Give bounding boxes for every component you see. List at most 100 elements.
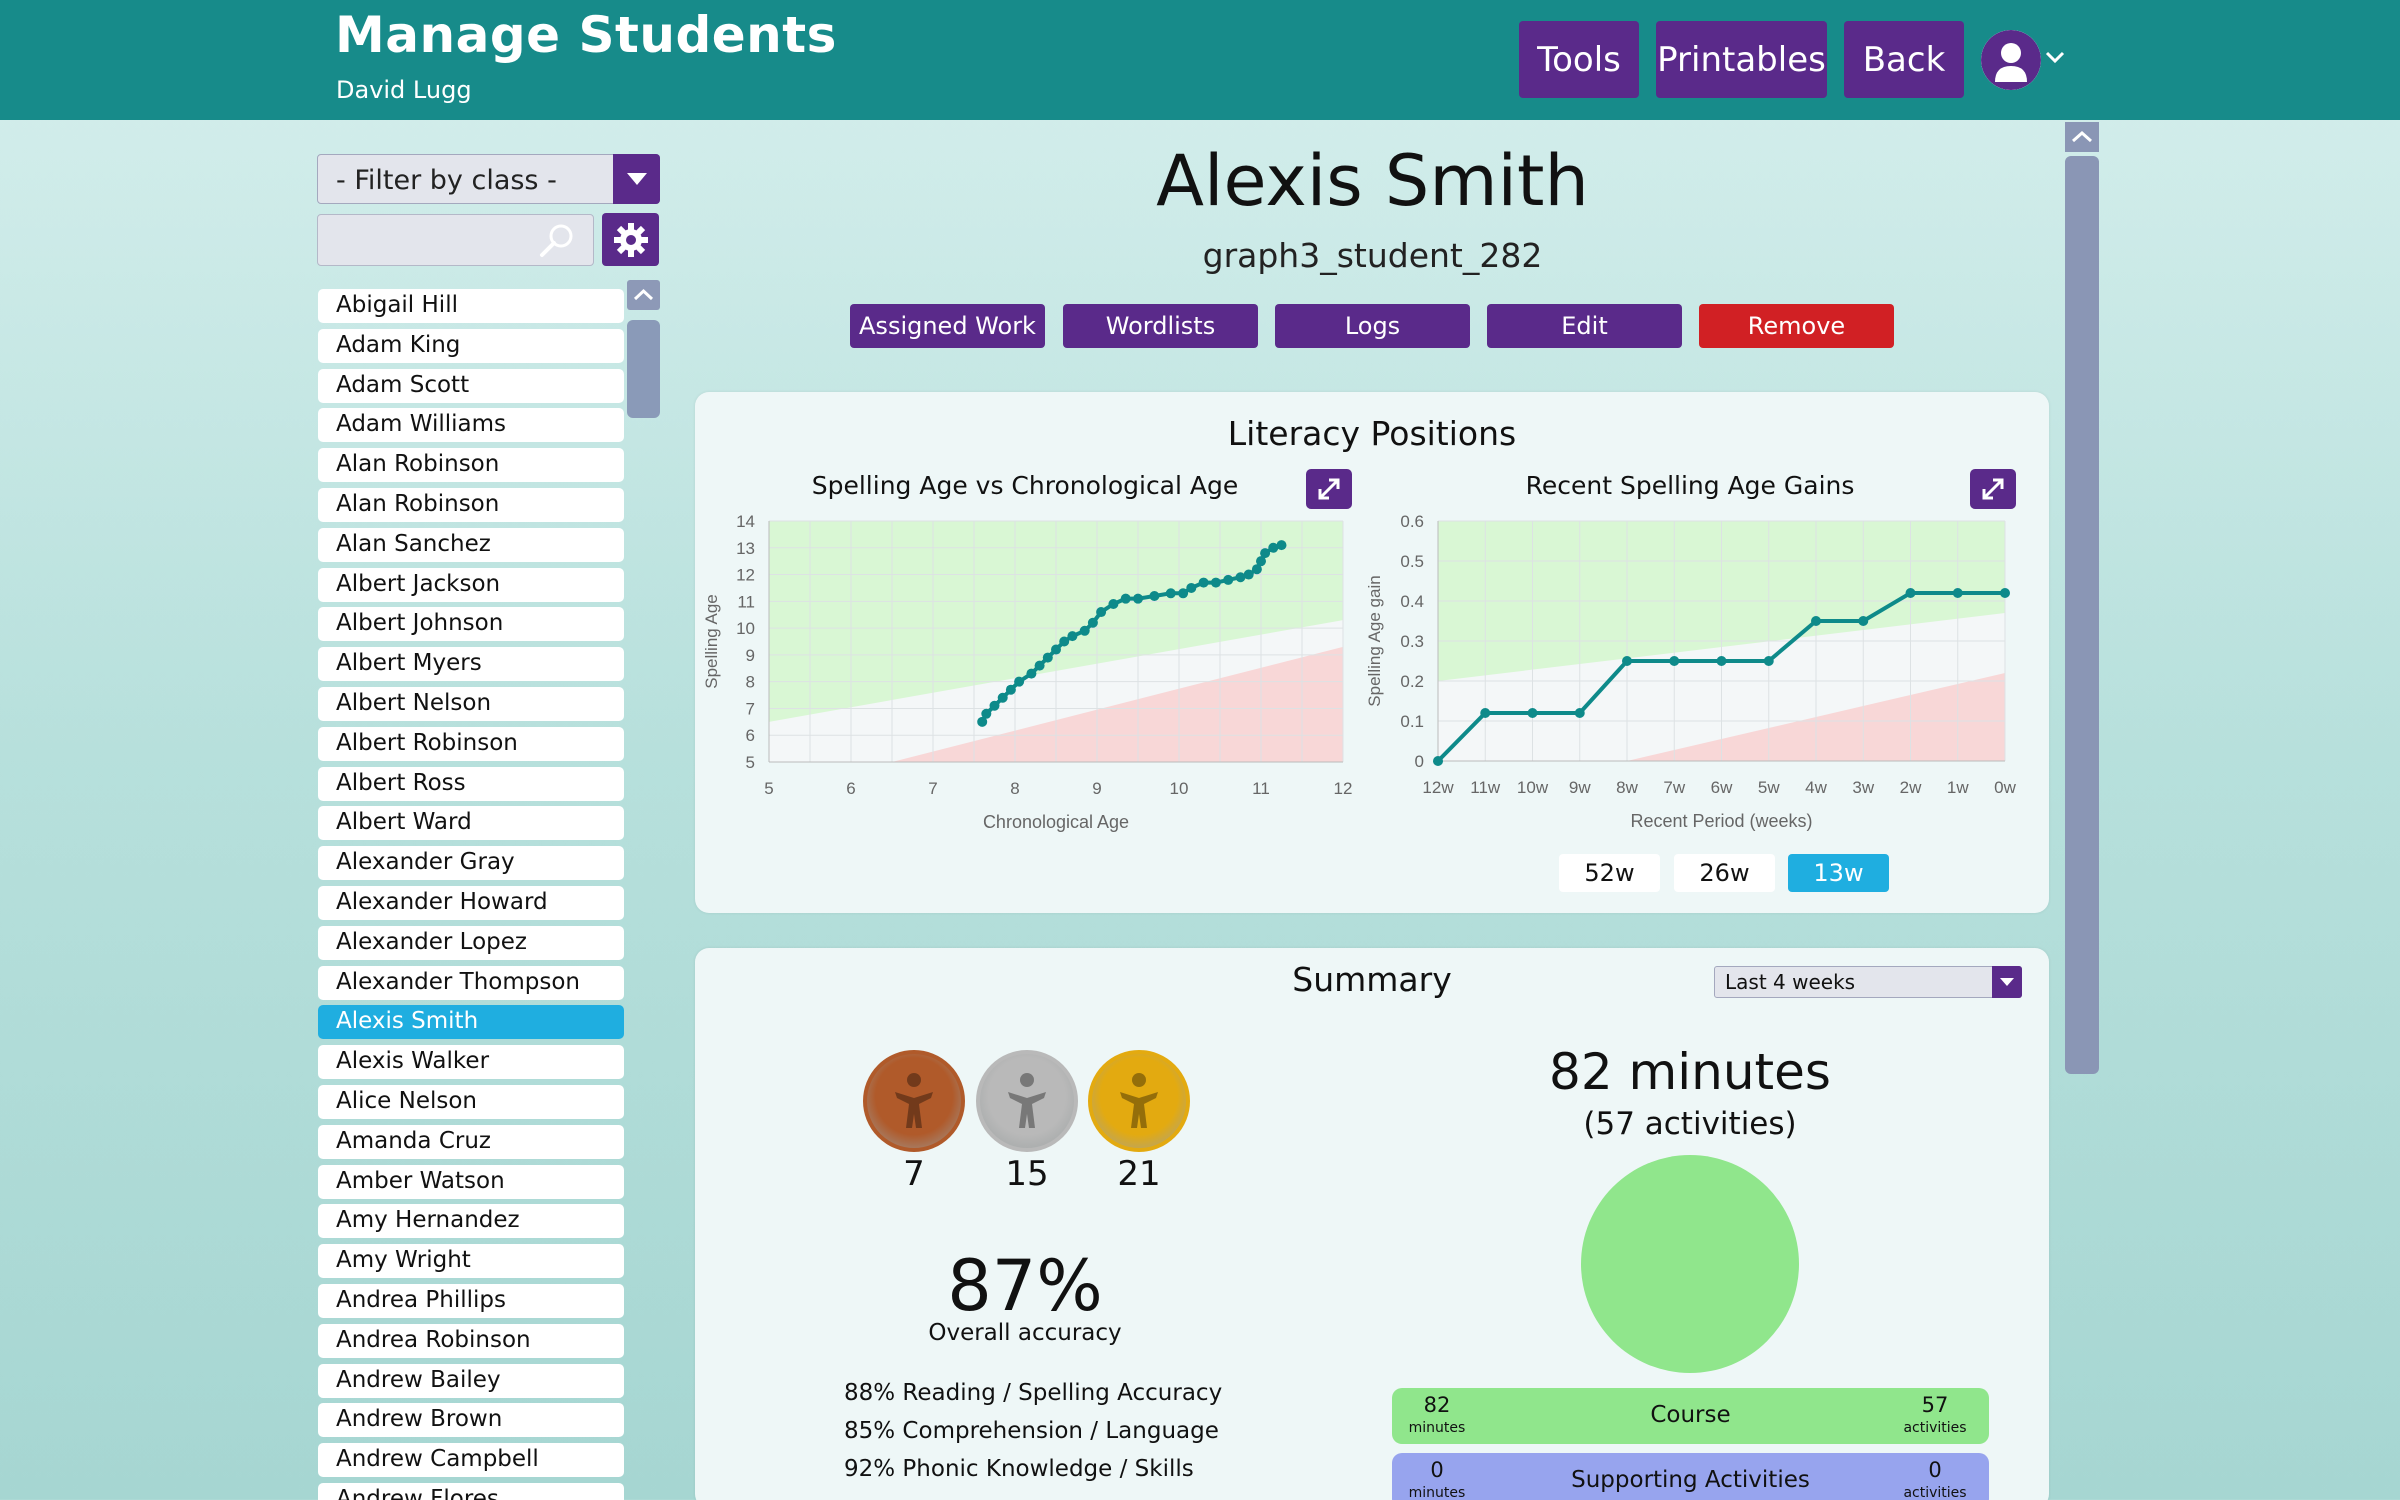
list-item[interactable]: Alexis Walker	[318, 1045, 624, 1080]
x-tick-label: 8w	[1616, 778, 1638, 797]
data-point	[1480, 708, 1491, 718]
data-point	[977, 716, 988, 727]
main-scrollbar-thumb[interactable]	[2065, 156, 2099, 1074]
data-point	[1952, 588, 1963, 598]
back-button[interactable]: Back	[1844, 21, 1964, 98]
data-point	[1574, 708, 1585, 718]
list-item[interactable]: Adam Scott	[318, 368, 624, 403]
list-item[interactable]: Alice Nelson	[318, 1084, 624, 1119]
literacy-title: Literacy Positions	[1227, 414, 1517, 453]
x-tick-label: 10	[1170, 779, 1189, 798]
list-item[interactable]: Alexander Lopez	[318, 925, 624, 960]
search-icon[interactable]	[535, 219, 579, 263]
x-tick-label: 5w	[1758, 778, 1780, 797]
list-item[interactable]: Andrea Phillips	[318, 1283, 624, 1318]
list-item[interactable]: Andrew Flores	[318, 1482, 624, 1500]
data-point	[1260, 548, 1271, 559]
bronze-medal-count: 7	[903, 1154, 925, 1194]
x-tick-label: 6	[846, 779, 855, 798]
data-point	[1235, 572, 1246, 583]
list-item[interactable]: Alan Sanchez	[318, 527, 624, 562]
assigned-work-button[interactable]: Assigned Work	[850, 304, 1045, 348]
list-item[interactable]: Amanda Cruz	[318, 1124, 624, 1159]
skill-phonic: 92% Phonic Knowledge / Skills	[844, 1456, 1194, 1482]
data-point	[1079, 625, 1090, 636]
y-tick-label: 0.3	[1400, 632, 1424, 651]
y-tick-label: 0.6	[1400, 512, 1424, 531]
printables-button[interactable]: Printables	[1656, 21, 1827, 98]
x-tick-label: 12w	[1422, 778, 1454, 797]
edit-button[interactable]: Edit	[1487, 304, 1682, 348]
remove-button[interactable]: Remove	[1699, 304, 1894, 348]
data-point	[1433, 756, 1443, 766]
avatar[interactable]	[1981, 30, 2041, 90]
main-scroll-up-button[interactable]	[2065, 122, 2099, 152]
list-item[interactable]: Andrew Bailey	[318, 1363, 624, 1398]
search-input[interactable]	[317, 214, 594, 266]
chevron-down-icon[interactable]	[613, 154, 660, 204]
list-item[interactable]: Alan Robinson	[318, 487, 624, 522]
period-button-26w[interactable]: 26w	[1674, 854, 1775, 892]
list-item[interactable]: Andrea Robinson	[318, 1323, 624, 1358]
list-item[interactable]: Alexis Smith	[318, 1005, 624, 1040]
data-point	[1198, 577, 1209, 588]
total-activities: (57 activities)	[1583, 1106, 1797, 1142]
data-point	[1042, 652, 1053, 663]
list-item[interactable]: Adam Williams	[318, 408, 624, 443]
range-select[interactable]: Last 4 weeks	[1714, 966, 2022, 998]
expand-icon	[1982, 478, 2004, 500]
list-item[interactable]: Alexander Thompson	[318, 965, 624, 1000]
list-item[interactable]: Albert Ward	[318, 806, 624, 841]
list-item[interactable]: Alan Robinson	[318, 448, 624, 483]
list-item[interactable]: Albert Jackson	[318, 567, 624, 602]
data-point	[1165, 588, 1176, 599]
y-tick-label: 0.5	[1400, 552, 1424, 571]
gold-medal-count: 21	[1117, 1154, 1161, 1194]
y-tick-label: 0	[1415, 752, 1424, 771]
silver-medal-count: 15	[1005, 1154, 1049, 1194]
data-point	[1034, 660, 1045, 671]
logs-button[interactable]: Logs	[1275, 304, 1470, 348]
expand-icon	[1318, 478, 1340, 500]
x-tick-label: 7w	[1663, 778, 1685, 797]
data-point	[1811, 616, 1821, 626]
list-item[interactable]: Andrew Campbell	[318, 1443, 624, 1478]
chevron-down-icon[interactable]	[1992, 966, 2022, 998]
student-list: Abigail Hill Adam King Adam Scott Adam Will…	[318, 280, 624, 1500]
list-scroll-up-button[interactable]	[627, 280, 660, 310]
data-point	[1133, 593, 1143, 604]
tools-button[interactable]: Tools	[1519, 21, 1639, 98]
data-point	[1256, 556, 1266, 567]
list-item[interactable]: Alexander Howard	[318, 885, 624, 920]
data-point	[1716, 656, 1727, 666]
y-axis-label: Spelling Age gain	[1365, 575, 1384, 706]
expand-chart-button[interactable]	[1306, 469, 1352, 509]
list-item[interactable]: Albert Ross	[318, 766, 624, 801]
wordlists-button[interactable]: Wordlists	[1063, 304, 1258, 348]
settings-button[interactable]	[602, 213, 659, 266]
list-item[interactable]: Adam King	[318, 328, 624, 363]
list-item[interactable]: Alexander Gray	[318, 846, 624, 881]
data-point	[1527, 708, 1538, 718]
list-item[interactable]: Albert Nelson	[318, 686, 624, 721]
period-button-52w[interactable]: 52w	[1559, 854, 1660, 892]
list-item[interactable]: Abigail Hill	[318, 289, 624, 323]
overall-accuracy: 87%	[947, 1245, 1103, 1327]
data-point	[1149, 590, 1160, 601]
list-item[interactable]: Amy Wright	[318, 1244, 624, 1279]
list-scrollbar-thumb[interactable]	[627, 320, 660, 418]
list-item[interactable]: Amber Watson	[318, 1164, 624, 1199]
period-button-13w[interactable]: 13w	[1788, 854, 1889, 892]
list-item[interactable]: Amy Hernandez	[318, 1204, 624, 1239]
list-item[interactable]: Albert Johnson	[318, 607, 624, 642]
data-point	[1059, 636, 1070, 647]
chevron-down-icon[interactable]	[2043, 45, 2067, 69]
list-item[interactable]: Andrew Brown	[318, 1403, 624, 1438]
class-filter-select[interactable]: - Filter by class -	[317, 154, 660, 204]
range-select-label: Last 4 weeks	[1725, 970, 1856, 994]
course-minutes: 82	[1423, 1393, 1451, 1417]
list-item[interactable]: Albert Myers	[318, 647, 624, 682]
expand-chart-button[interactable]	[1970, 469, 2016, 509]
list-item[interactable]: Albert Robinson	[318, 726, 624, 761]
student-name: Alexis Smith	[1156, 140, 1589, 222]
